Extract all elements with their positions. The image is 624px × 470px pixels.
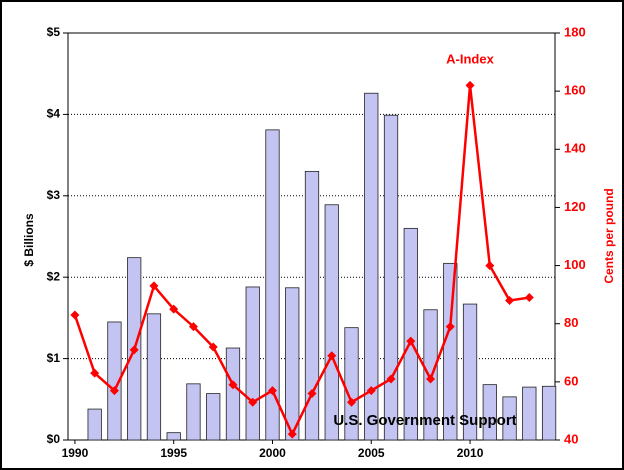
line-marker — [208, 342, 218, 352]
line-marker — [485, 261, 495, 271]
y2-tick-label: 160 — [564, 83, 586, 98]
line-marker — [228, 380, 238, 390]
bar — [166, 432, 181, 441]
bar — [443, 262, 458, 441]
bar — [245, 286, 260, 441]
line-marker — [366, 386, 376, 396]
y2-tick-label: 40 — [564, 431, 578, 446]
line-marker — [524, 293, 534, 303]
line-marker — [129, 345, 139, 355]
bar — [304, 170, 320, 441]
x-tick-label: 1990 — [62, 446, 89, 460]
bar — [403, 227, 418, 441]
x-tick-label: 2010 — [457, 446, 484, 460]
y2-tick-label: 80 — [564, 315, 578, 330]
y-tick-label: $3 — [47, 188, 61, 202]
line-marker — [327, 351, 337, 361]
x-tick-label: 2000 — [259, 446, 286, 460]
line-marker — [406, 336, 416, 346]
line-marker — [445, 322, 455, 332]
bar — [146, 313, 162, 441]
bar — [482, 384, 497, 441]
y2-tick-label: 140 — [564, 141, 586, 156]
bar — [186, 383, 201, 441]
y2-axis-title: Cents per pound — [602, 188, 616, 283]
line-marker — [386, 374, 396, 384]
y-tick-label: $1 — [47, 351, 61, 365]
y-tick-label: $4 — [47, 107, 61, 121]
line-marker — [90, 368, 100, 378]
y2-tick-label: 100 — [564, 257, 586, 272]
y2-tick-label: 120 — [564, 199, 586, 214]
bar — [324, 204, 339, 441]
line-marker — [149, 281, 159, 291]
y-tick-label: $2 — [47, 269, 61, 283]
bar — [522, 386, 537, 441]
line-marker — [426, 374, 436, 384]
bar — [285, 287, 300, 441]
bar — [107, 321, 122, 441]
line-marker — [505, 295, 515, 305]
bar — [502, 396, 517, 441]
line-marker — [307, 388, 317, 398]
bar — [383, 114, 399, 441]
bar — [541, 385, 557, 441]
line-marker — [287, 429, 297, 439]
line-marker — [267, 386, 277, 396]
y2-tick-label: 60 — [564, 373, 578, 388]
bar — [87, 408, 102, 441]
bar — [225, 347, 241, 441]
y2-tick-label: 180 — [564, 24, 586, 39]
y-axis-title: $ Billions — [22, 213, 36, 267]
line-marker — [169, 304, 179, 314]
x-tick-label: 1995 — [160, 446, 187, 460]
line-marker — [248, 397, 258, 407]
line-marker — [347, 397, 357, 407]
line-annotation: A-Index — [446, 51, 494, 66]
y-tick-label: $5 — [47, 25, 61, 39]
line-marker — [465, 80, 475, 90]
x-tick-label: 2005 — [358, 446, 385, 460]
line-marker — [70, 310, 80, 320]
bar-annotation: U.S. Government Support — [333, 412, 516, 429]
line-marker — [188, 322, 198, 332]
y-tick-label: $0 — [47, 432, 61, 446]
line-marker — [109, 386, 119, 396]
line — [73, 85, 530, 438]
bar — [206, 393, 221, 441]
